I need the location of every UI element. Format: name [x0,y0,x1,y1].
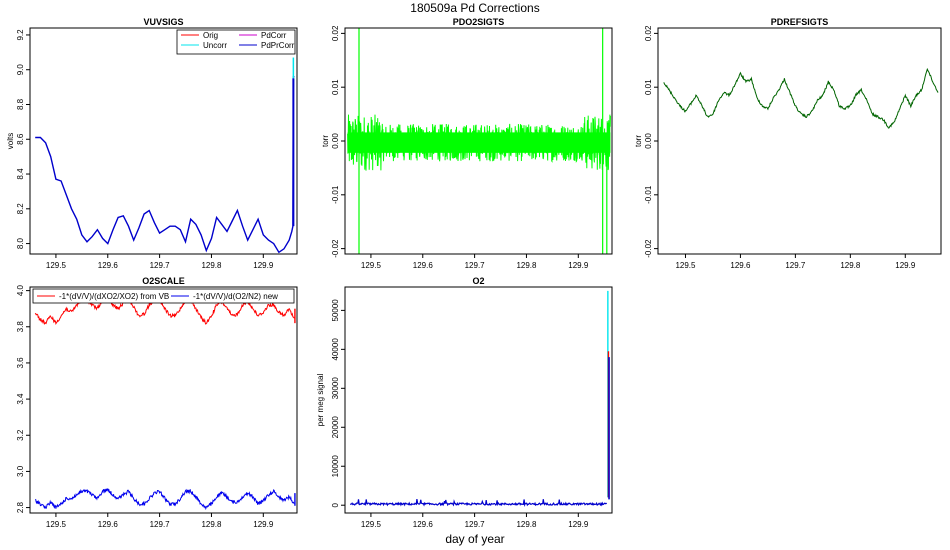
x-tick-label: 129.9 [253,520,274,529]
panel-title: VUVSIGS [143,17,183,27]
y-tick-label: 8.6 [16,133,25,145]
y-tick-label: 20000 [331,416,340,439]
global-x-label: day of year [445,532,504,546]
series-line-pdprcorr [35,75,295,254]
legend-label: PdCorr [261,31,287,40]
y-tick-label: 9.2 [16,29,25,41]
y-tick-label: 10000 [331,455,340,478]
y-tick-label: 0.02 [331,25,340,41]
panel-title: O2SCALE [142,276,185,286]
x-tick-label: 129.7 [785,261,806,270]
y-tick-label: 3.0 [16,465,25,477]
x-tick-label: 129.5 [46,261,67,270]
x-tick-label: 129.8 [201,261,222,270]
y-tick-label: -0.02 [331,239,340,258]
x-tick-label: 129.8 [516,520,537,529]
panel-title: PDO2SIGTS [453,17,505,27]
plot-frame [657,27,942,255]
plot-frame-top [344,27,613,255]
legend-label: Orig [203,31,218,40]
y-tick-label: 3.8 [16,321,25,333]
x-tick-label: 129.9 [253,261,274,270]
x-tick-label: 129.9 [568,520,589,529]
x-tick-label: 129.7 [465,261,486,270]
y-axis-label: per meg signal [316,374,325,427]
y-tick-label: 9.0 [16,64,25,76]
y-tick-label: 0.00 [331,133,340,149]
legend-label: Uncorr [203,41,227,50]
x-tick-label: 129.8 [516,261,537,270]
x-tick-label: 129.6 [98,261,119,270]
legend-box [176,29,296,55]
y-tick-label: 0.01 [644,79,653,95]
y-tick-label: 0.00 [644,133,653,149]
x-tick-label: 129.6 [730,261,751,270]
series-line-pdref [663,67,939,129]
series-line-o2 [349,498,607,508]
figure-title: 180509a Pd Corrections [410,1,539,15]
y-tick-label: 30000 [331,377,340,400]
panel-pdrefsigts: PDREFSIGTS 129.5 129.6 129.7 129.8 129.9 -0.02… [634,17,942,270]
y-tick-label: 3.4 [16,393,25,405]
y-tick-label: 0 [331,502,340,507]
x-tick-label: 129.7 [150,261,171,270]
y-tick-label: -0.01 [331,185,340,204]
y-tick-label: 4.0 [16,285,25,297]
x-tick-label: 129.6 [413,520,434,529]
y-tick-label: 8.0 [16,237,25,249]
y-tick-label: -0.02 [644,239,653,258]
series-line-new [35,488,295,511]
y-tick-label: 50000 [331,299,340,322]
y-axis-label: torr [321,135,330,147]
y-tick-label: 0.02 [644,25,653,41]
y-tick-label: 0.01 [331,79,340,95]
panel-title: PDREFSIGTS [771,17,829,27]
panel-o2: O2 129.5 129.6 129.7 129.8 129.9 0 10000 20000 30… [316,276,613,529]
y-axis-label: volts [6,133,15,149]
x-tick-label: 129.6 [98,520,119,529]
panel-title: O2 [472,276,484,286]
legend-box [32,288,295,304]
panel-o2scale: O2SCALE 129.5 129.6 129.7 129.8 129.9 2.8 3.0 3.… [16,276,298,529]
x-tick-label: 129.8 [840,261,861,270]
y-tick-label: -0.01 [644,185,653,204]
y-axis-label: torr [634,135,643,147]
x-tick-label: 129.5 [675,261,696,270]
plot-frame [29,286,298,514]
y-tick-label: 8.4 [16,168,25,180]
series-band-pdo2 [347,132,611,153]
x-tick-label: 129.6 [413,261,434,270]
y-tick-label: 2.8 [16,501,25,513]
plot-frame [344,286,613,514]
legend-label: -1*(dV/V)/(dXO2/XO2) from VB [59,292,169,301]
x-tick-label: 129.9 [568,261,589,270]
x-tick-label: 129.5 [361,261,382,270]
series-line-vb [34,296,295,326]
x-tick-label: 129.5 [46,520,67,529]
legend-label: PdPrCorr [261,41,295,50]
x-tick-label: 129.9 [895,261,916,270]
x-tick-label: 129.8 [201,520,222,529]
x-tick-label: 129.7 [150,520,171,529]
y-tick-label: 3.2 [16,429,25,441]
panel-vuvsigs: VUVSIGS 129.5 129.6 129.7 129.8 129.9 8.0 8.2 8.… [6,17,298,270]
panel-pdo2sigts: PDO2SIGTS 129.5 129.6 129.7 129.8 129.9 -0.02 -… [321,17,613,270]
legend-label: -1*(dV/V)/d(O2/N2) new [193,292,278,301]
y-tick-label: 8.8 [16,98,25,110]
x-tick-label: 129.7 [465,520,486,529]
y-tick-label: 3.6 [16,357,25,369]
y-tick-label: 8.2 [16,203,25,215]
y-tick-label: 40000 [331,338,340,361]
x-tick-label: 129.5 [361,520,382,529]
